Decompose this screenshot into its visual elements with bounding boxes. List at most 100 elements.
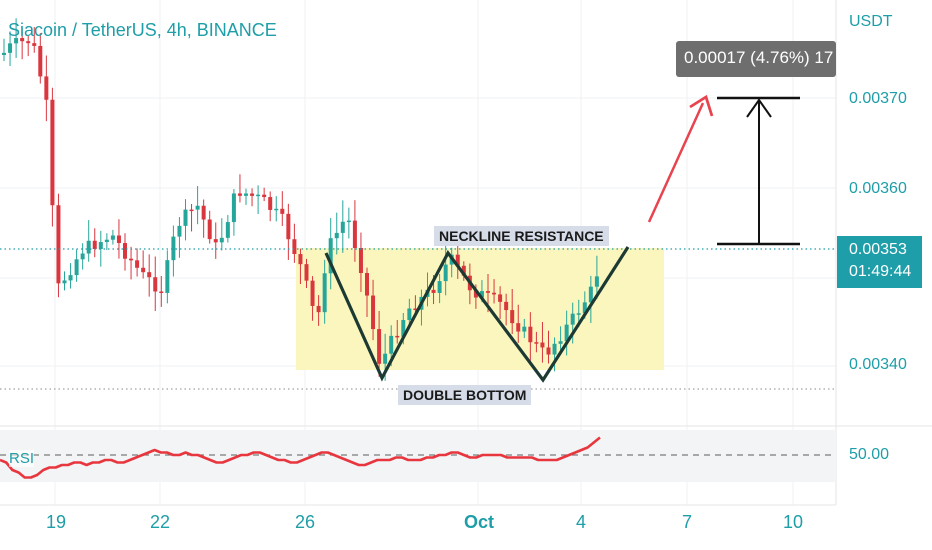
candle-body — [358, 247, 363, 274]
candle-body — [558, 341, 563, 344]
candle-body — [171, 236, 176, 261]
candle-body — [159, 291, 164, 293]
candle-body — [522, 326, 527, 332]
pattern-range-highlight — [296, 248, 664, 370]
date-label-19: 19 — [46, 512, 67, 532]
rsi-level-label: 50.00 — [849, 446, 890, 463]
candle-body — [135, 260, 140, 268]
candle-body — [504, 301, 509, 311]
candle-body — [540, 342, 545, 348]
candle-body — [98, 242, 103, 250]
candle-body — [473, 290, 478, 298]
candle-body — [594, 276, 599, 287]
candle-body — [588, 286, 593, 303]
candle-body — [68, 275, 73, 281]
date-label-26: 26 — [295, 512, 316, 532]
candle-body — [147, 272, 152, 278]
candle-body — [371, 295, 376, 330]
candle-body — [183, 209, 188, 226]
candle-body — [189, 209, 194, 212]
symbol-title: Siacoin / TetherUS, 4h, BINANCE — [8, 20, 277, 40]
candle-body — [461, 265, 466, 276]
candle-body — [207, 219, 212, 240]
candle-body — [92, 240, 97, 250]
candle-body — [479, 291, 484, 298]
candle-body — [286, 213, 291, 240]
candle-body — [280, 208, 285, 214]
candle-body — [443, 264, 448, 282]
candle-body — [2, 52, 6, 55]
candle-body — [546, 347, 551, 355]
candle-body — [129, 258, 134, 261]
date-label-7: 7 — [682, 512, 693, 532]
candle-body — [26, 41, 31, 44]
candle-body — [268, 197, 273, 210]
date-label-22: 22 — [150, 512, 171, 532]
candle-body — [262, 194, 267, 198]
candle-body — [231, 193, 236, 223]
candle-body — [110, 235, 115, 240]
current-price-tag: 0.00353 01:49:44 — [837, 236, 922, 288]
date-label-10: 10 — [783, 512, 804, 532]
candle-body — [346, 220, 351, 223]
candle-body — [298, 254, 303, 265]
candle-body — [177, 225, 182, 237]
candle-body — [492, 292, 497, 295]
candle-body — [383, 353, 388, 364]
candle-body — [328, 238, 333, 274]
price-label-0340: 0.00340 — [849, 356, 907, 373]
rsi-indicator-label[interactable]: RSI — [9, 450, 35, 467]
candle-body — [56, 205, 61, 284]
candle-body — [564, 324, 569, 342]
neckline-annotation: NECKLINE RESISTANCE — [434, 226, 609, 246]
double-bottom-pattern-line — [324, 246, 630, 383]
candle-body — [510, 310, 515, 324]
candle-body — [256, 194, 261, 197]
candle-body — [153, 277, 158, 292]
candle-body — [340, 221, 345, 233]
candle-body — [219, 237, 224, 243]
candle-body — [528, 326, 533, 343]
candle-body — [316, 305, 321, 313]
candlestick-series — [2, 18, 599, 381]
candle-body — [516, 323, 521, 332]
candle-body — [195, 205, 200, 210]
candle-body — [352, 220, 357, 248]
candle-body — [389, 335, 394, 354]
measure-callout: 0.00017 (4.76%) 17 — [676, 41, 836, 77]
candle-body — [486, 291, 490, 293]
candle-body — [310, 280, 315, 306]
candle-body — [141, 267, 146, 273]
candle-body — [413, 308, 418, 311]
candle-body — [14, 38, 19, 44]
candle-body — [407, 308, 412, 321]
candle-body — [201, 205, 206, 220]
candle-body — [50, 99, 55, 206]
candle-body — [213, 239, 218, 243]
candle-body — [225, 222, 230, 238]
candle-body — [576, 313, 581, 315]
target-measure-tool — [717, 96, 800, 246]
candle-body — [498, 294, 503, 302]
candle-body — [104, 239, 109, 243]
candle-body — [437, 281, 442, 293]
candle-body — [534, 342, 539, 344]
candle-body — [455, 254, 460, 266]
rsi-band — [0, 430, 836, 482]
date-label-4: 4 — [576, 512, 587, 532]
price-axis-currency: USDT — [849, 13, 893, 30]
candle-body — [401, 320, 406, 337]
candle-body — [237, 193, 242, 196]
candle-body — [274, 208, 279, 211]
candle-body — [431, 289, 436, 293]
price-label-0370: 0.00370 — [849, 90, 907, 107]
date-label-oct: Oct — [464, 512, 495, 532]
rsi-line — [0, 436, 601, 479]
candle-body — [582, 302, 587, 314]
price-label-0360: 0.00360 — [849, 180, 907, 197]
candle-body — [86, 240, 91, 254]
candle-body — [292, 239, 297, 255]
bar-countdown: 01:49:44 — [849, 263, 912, 280]
candle-body — [116, 235, 121, 244]
